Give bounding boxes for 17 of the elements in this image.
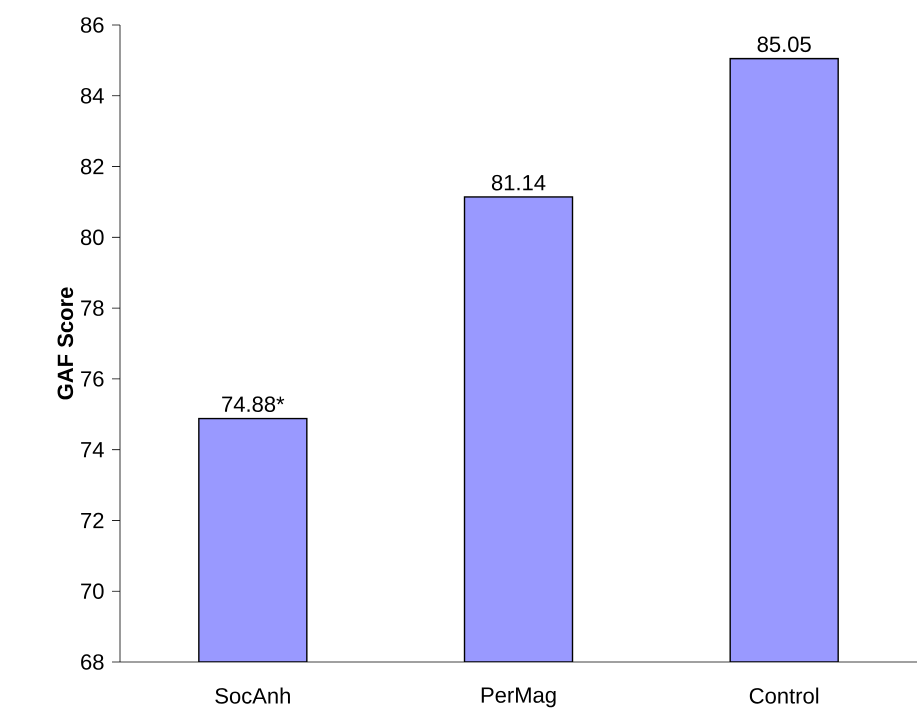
y-tick-label: 82 bbox=[80, 158, 104, 174]
x-tick-label: SocAnh bbox=[215, 688, 290, 704]
x-tick-label: PerMag bbox=[482, 688, 556, 708]
x-tick-label: Control bbox=[750, 688, 818, 704]
y-tick-label: 86 bbox=[80, 17, 104, 33]
y-tick-label: 76 bbox=[81, 371, 104, 387]
y-tick-label: 68 bbox=[81, 654, 104, 670]
y-axis-title: GAF Score bbox=[58, 287, 74, 400]
data-label: 74.88* bbox=[222, 396, 284, 412]
y-tick-label: 84 bbox=[80, 88, 104, 104]
y-tick-label: 78 bbox=[81, 300, 104, 316]
y-tick-label: 74 bbox=[81, 442, 104, 458]
y-tick-label: 80 bbox=[80, 230, 104, 246]
data-label: 85.05 bbox=[758, 36, 811, 52]
y-tick-label: 72 bbox=[81, 512, 104, 528]
data-label: 81.14 bbox=[492, 174, 546, 190]
y-tick-label: 70 bbox=[81, 583, 104, 600]
